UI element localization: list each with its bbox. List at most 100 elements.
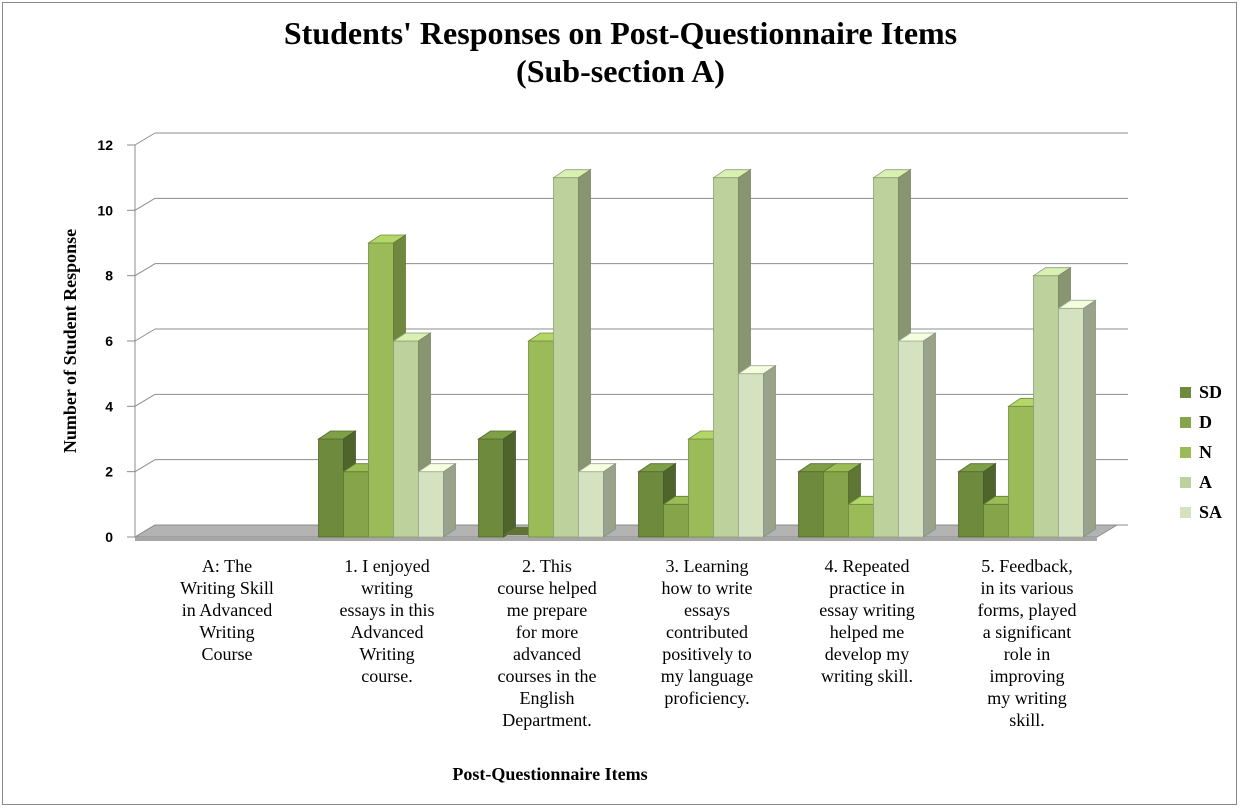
y-tick-label: 4	[105, 398, 113, 414]
legend-swatch	[1180, 416, 1191, 428]
x-tick-label-line: for more	[515, 622, 579, 642]
x-tick-label: A: The Writing Skill in Advanced Writing Cou…	[152, 555, 302, 665]
bar	[478, 438, 504, 538]
x-tick-label-line: Writing Skill	[180, 578, 274, 598]
bar	[1058, 307, 1084, 538]
bar	[688, 438, 714, 538]
x-tick-label-line: me prepare	[506, 600, 588, 620]
bar	[368, 242, 394, 538]
chart-floor-edge	[135, 537, 1097, 541]
bar-side	[603, 462, 616, 538]
legend-item: A	[1180, 467, 1222, 497]
bar	[823, 471, 849, 538]
legend-swatch	[1180, 446, 1191, 458]
x-tick-label-line: in Advanced	[181, 600, 273, 620]
bar	[528, 340, 554, 538]
gridline-depth	[134, 263, 156, 277]
gridline-depth	[134, 459, 156, 473]
gridline-depth	[134, 393, 156, 407]
x-tick-label: 4. Repeated practice in essay writing helpe…	[792, 555, 942, 687]
bar	[343, 471, 369, 538]
bar-side	[503, 430, 516, 538]
x-tick-label-line: 3. Learning	[665, 556, 749, 576]
x-tick-label-line: advanced	[513, 644, 581, 664]
y-tick-label: 0	[105, 529, 113, 545]
x-tick-label-line: positively to	[662, 644, 752, 664]
bar	[638, 471, 664, 538]
gridline-depth	[134, 132, 156, 146]
y-tick-label: 6	[105, 333, 113, 349]
x-tick-label-line: 5. Feedback,	[981, 556, 1073, 576]
chart-subtitle-line: (Sub-section A)	[516, 53, 725, 89]
x-tick-label-line: Advanced	[350, 622, 424, 642]
bar	[738, 373, 764, 538]
legend-swatch	[1180, 386, 1191, 398]
x-tick-label-line: essays in this	[339, 600, 435, 620]
x-tick-label-line: course.	[361, 666, 413, 686]
gridline-depth	[134, 197, 156, 211]
bar	[898, 340, 924, 538]
x-tick-label-line: practice in	[829, 578, 905, 598]
chart-title: Students' Responses on Post-Questionnair…	[0, 14, 1241, 90]
y-tick-label: 10	[97, 202, 113, 218]
bar	[578, 471, 604, 538]
x-tick-label-line: English	[519, 688, 575, 708]
legend-item: N	[1180, 437, 1222, 467]
x-tick-label-line: Writing	[199, 622, 255, 642]
x-tick-label-line: A: The	[201, 556, 253, 576]
x-tick-label: 3. Learning how to write essays contributed…	[632, 555, 782, 709]
bar	[848, 503, 874, 538]
x-tick-label-line: my language	[660, 666, 754, 686]
x-tick-label-line: writing	[361, 578, 413, 598]
legend: SD D N A SA	[1180, 377, 1222, 527]
x-tick-label-line: forms, played	[977, 600, 1077, 620]
x-tick-label-line: contributed	[666, 622, 748, 642]
x-tick-label-line: Course	[201, 644, 253, 664]
bar-side	[923, 332, 936, 538]
bar	[1008, 405, 1034, 538]
x-tick-label-line: improving	[989, 666, 1065, 686]
x-tick-label-line: skill.	[1009, 710, 1045, 730]
x-tick-label-line: how to write	[661, 578, 753, 598]
bar	[958, 471, 984, 538]
x-tick-label-line: Writing	[359, 644, 415, 664]
bar	[393, 340, 419, 538]
legend-label: D	[1199, 411, 1212, 432]
y-axis-label: Number of Student Response	[60, 229, 80, 453]
legend-swatch	[1180, 506, 1191, 518]
bar	[798, 471, 824, 538]
x-tick-label-line: helped me	[829, 622, 905, 642]
bar	[663, 503, 689, 538]
x-tick-label-line: a significant	[982, 622, 1072, 642]
bar	[418, 471, 444, 538]
bar	[318, 438, 344, 538]
x-tick-label-line: proficiency.	[664, 688, 750, 708]
y-tick-label: 8	[105, 268, 113, 284]
legend-item: D	[1180, 407, 1222, 437]
x-tick-label-line: Department.	[502, 710, 592, 730]
x-tick-label-line: develop my	[824, 644, 910, 664]
legend-label: A	[1199, 471, 1212, 492]
legend-label: SA	[1199, 501, 1223, 522]
bar	[1033, 275, 1059, 538]
x-tick-label-line: role in	[1003, 644, 1051, 664]
bar-side	[1083, 299, 1096, 538]
x-tick-label-line: courses in the	[497, 666, 597, 686]
chart-title-line: Students' Responses on Post-Questionnair…	[283, 15, 958, 51]
x-tick-label-line: in its various	[980, 578, 1074, 598]
bar	[713, 177, 739, 538]
y-tick-label: 12	[97, 137, 113, 153]
x-tick-label-line: 2. This	[522, 556, 572, 576]
y-tick-label: 2	[105, 464, 113, 480]
bar-side	[443, 462, 456, 538]
gridline-depth	[134, 328, 156, 342]
x-tick-label-line: essays	[684, 600, 730, 620]
bar	[873, 177, 899, 538]
x-tick-label: 2. This course helped me prepare for more ad…	[472, 555, 622, 731]
legend-item: SD	[1180, 377, 1222, 407]
x-tick-label-line: course helped	[497, 578, 597, 598]
x-tick-label-line: essay writing	[819, 600, 915, 620]
bar	[553, 177, 579, 538]
x-tick-label: 5. Feedback, in its various forms, played a…	[952, 555, 1102, 731]
